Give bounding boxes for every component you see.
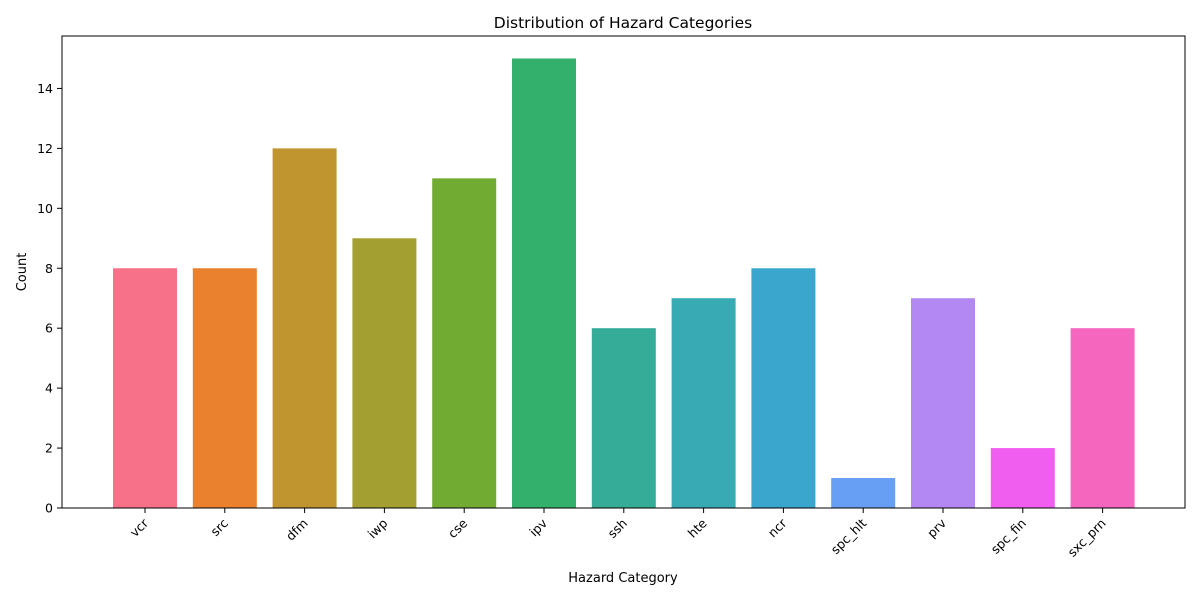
y-tick-label: 10 xyxy=(37,201,53,216)
y-tick-label: 4 xyxy=(45,381,53,396)
y-tick-label: 2 xyxy=(45,441,53,456)
bar-cse xyxy=(432,178,497,508)
bar-ncr xyxy=(751,268,816,508)
bar-src xyxy=(192,268,257,508)
bar-ipv xyxy=(512,58,576,508)
bar-vcr xyxy=(113,268,177,508)
y-tick-label: 6 xyxy=(45,321,53,336)
bars-group xyxy=(113,58,1135,509)
y-tick-label: 14 xyxy=(37,81,53,96)
bar-sxc_prn xyxy=(1070,328,1135,508)
y-tick-label: 0 xyxy=(45,501,53,516)
y-axis-ticks: 0 2 4 6 8 10 12 14 xyxy=(37,81,62,516)
bar-ssh xyxy=(591,328,656,508)
y-tick-label: 12 xyxy=(37,141,53,156)
bar-dfm xyxy=(272,148,337,508)
chart-title: Distribution of Hazard Categories xyxy=(494,14,752,32)
y-tick-label: 8 xyxy=(45,261,53,276)
bar-spc_fin xyxy=(990,448,1055,508)
y-axis-label: Count xyxy=(15,253,30,292)
bar-hte xyxy=(671,298,736,508)
plot-frame xyxy=(61,35,1186,509)
bar-spc_hlt xyxy=(831,478,896,508)
x-axis-label: Hazard Category xyxy=(568,571,678,586)
bar-iwp xyxy=(352,238,417,509)
bar-prv xyxy=(911,298,975,508)
